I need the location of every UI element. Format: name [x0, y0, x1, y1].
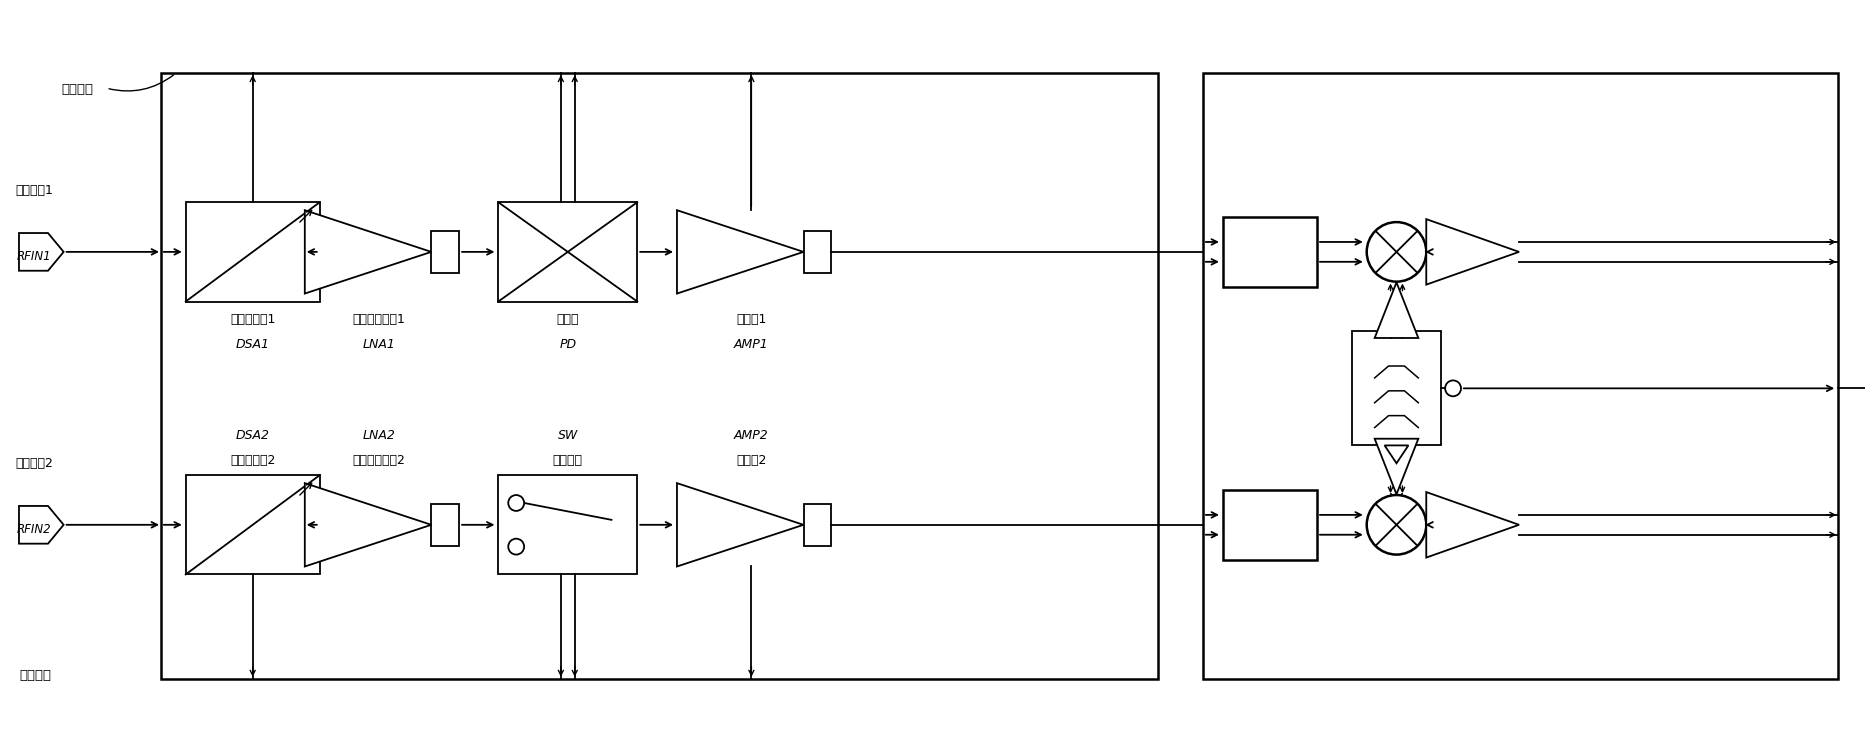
Bar [1352, 331, 1441, 445]
Text: AMP1: AMP1 [734, 339, 769, 351]
Polygon shape [678, 483, 803, 567]
Text: 低噪声放大器1: 低噪声放大器1 [352, 314, 406, 326]
Bar [185, 202, 320, 302]
Bar [185, 475, 320, 574]
Bar [161, 74, 1159, 679]
Polygon shape [305, 210, 431, 294]
Text: 分集通道: 分集通道 [19, 668, 51, 682]
Text: 射频输入2: 射频输入2 [15, 457, 52, 470]
Bar [431, 231, 459, 273]
Text: 放大器1: 放大器1 [736, 314, 768, 326]
Text: 功分器: 功分器 [556, 314, 578, 326]
Polygon shape [1426, 219, 1518, 285]
Circle shape [509, 495, 524, 511]
Text: 开关器件: 开关器件 [552, 454, 582, 467]
Polygon shape [1426, 492, 1518, 558]
Polygon shape [1866, 371, 1872, 406]
Text: 低噪声放大器2: 低噪声放大器2 [352, 454, 406, 467]
Text: 射频输入1: 射频输入1 [15, 184, 52, 197]
Bar [803, 504, 831, 545]
Polygon shape [19, 506, 64, 544]
Polygon shape [1374, 439, 1419, 495]
Text: RFIN1: RFIN1 [17, 250, 51, 263]
Text: LNA1: LNA1 [363, 339, 395, 351]
Text: DSA1: DSA1 [236, 339, 270, 351]
Text: DSA2: DSA2 [236, 429, 270, 442]
Polygon shape [19, 233, 64, 271]
Circle shape [1367, 495, 1426, 555]
Circle shape [509, 539, 524, 555]
Text: 放大器2: 放大器2 [736, 454, 768, 467]
Text: 主集通道: 主集通道 [62, 83, 94, 96]
Text: 数控衰减器2: 数控衰减器2 [230, 454, 275, 467]
Circle shape [1367, 222, 1426, 282]
Bar [1222, 217, 1318, 286]
Text: 数控衰减器1: 数控衰减器1 [230, 314, 275, 326]
Polygon shape [1374, 283, 1419, 338]
Text: AMP2: AMP2 [734, 429, 769, 442]
Text: SW: SW [558, 429, 578, 442]
Polygon shape [678, 210, 803, 294]
Polygon shape [305, 483, 431, 567]
Bar [498, 202, 636, 302]
Bar [498, 475, 636, 574]
Text: PD: PD [560, 339, 577, 351]
Bar [803, 231, 831, 273]
Bar [1204, 74, 1838, 679]
Bar [1222, 490, 1318, 559]
Bar [431, 504, 459, 545]
Text: RFIN2: RFIN2 [17, 523, 51, 537]
Text: LNA2: LNA2 [363, 429, 395, 442]
